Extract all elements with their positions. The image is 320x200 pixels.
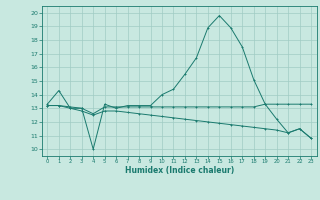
X-axis label: Humidex (Indice chaleur): Humidex (Indice chaleur) xyxy=(124,166,234,175)
